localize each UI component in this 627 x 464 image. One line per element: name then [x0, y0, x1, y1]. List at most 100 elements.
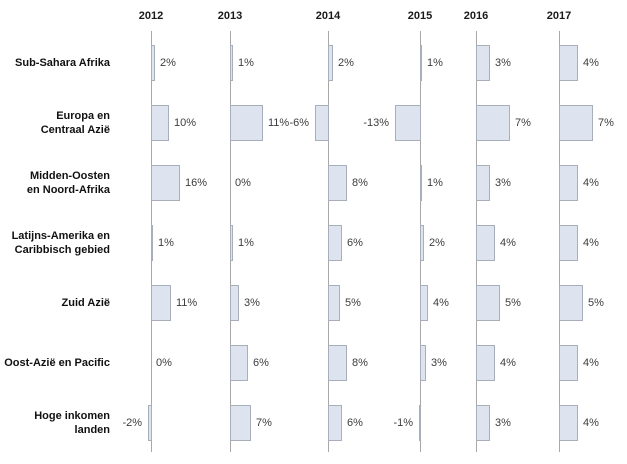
year-label: 2012: [138, 10, 164, 22]
bar: [559, 345, 578, 381]
bar: [420, 165, 422, 201]
year-label: 2013: [217, 10, 243, 22]
bar-value-label: -13%: [363, 117, 389, 129]
bar: [328, 165, 347, 201]
bar: [419, 405, 421, 441]
bar-value-label: 1%: [238, 237, 254, 249]
bar-value-label: 1%: [427, 177, 443, 189]
region-label-line: Oost-Azië en Pacific: [4, 357, 110, 369]
region-label-line: en Noord-Afrika: [26, 184, 110, 196]
bar: [476, 225, 495, 261]
bar: [420, 45, 422, 81]
bar: [328, 285, 340, 321]
bar: [148, 405, 152, 441]
region-label-line: Zuid Azië: [61, 297, 110, 309]
bar: [230, 345, 248, 381]
bar: [230, 285, 239, 321]
bar-value-label: -1%: [393, 417, 413, 429]
region-label-line: Europa en: [56, 110, 110, 122]
bar: [151, 45, 155, 81]
bar-value-label: 6%: [253, 357, 269, 369]
bar: [476, 405, 490, 441]
bar-value-label: 2%: [160, 57, 176, 69]
bar-value-label: 16%: [185, 177, 208, 189]
bar-value-label: 4%: [583, 57, 599, 69]
bar-value-label: 8%: [352, 357, 368, 369]
bar-value-label: 6%: [347, 237, 363, 249]
region-label-line: Centraal Azië: [40, 124, 110, 136]
bar-value-label: 3%: [431, 357, 447, 369]
bar: [476, 45, 490, 81]
bar: [151, 285, 171, 321]
region-label-line: Midden-Oosten: [29, 170, 110, 182]
region-label-line: Caribbisch gebied: [14, 244, 110, 256]
bar: [151, 105, 169, 141]
bar-value-label: 1%: [158, 237, 174, 249]
bar: [559, 105, 593, 141]
bar-value-label: 1%: [238, 57, 254, 69]
bar: [151, 225, 153, 261]
region-label: Oost-Azië en Pacific: [0, 333, 110, 393]
bar: [328, 345, 347, 381]
region-label-line: Sub-Sahara Afrika: [15, 57, 110, 69]
region-label: Midden-Oosten en Noord-Afrika: [0, 153, 110, 213]
bar-value-label: 3%: [495, 177, 511, 189]
bar: [328, 405, 342, 441]
bar: [420, 285, 428, 321]
region-label: Zuid Azië: [0, 273, 110, 333]
bar: [559, 285, 583, 321]
bar-value-label: 3%: [495, 57, 511, 69]
bar-value-label: 8%: [352, 177, 368, 189]
bar: [230, 405, 251, 441]
bar-value-label: 3%: [244, 297, 260, 309]
bar-value-label: 5%: [588, 297, 604, 309]
bar: [476, 345, 495, 381]
bar: [420, 345, 426, 381]
bar: [559, 165, 578, 201]
bar-value-label: 0%: [235, 177, 251, 189]
bar-value-label: 0%: [156, 357, 172, 369]
region-label: Sub-Sahara Afrika: [0, 33, 110, 93]
bar-value-label: 2%: [338, 57, 354, 69]
bar-value-label: 4%: [500, 237, 516, 249]
region-label: Latijns-Amerika en Caribbisch gebied: [0, 213, 110, 273]
bar-value-label: 3%: [495, 417, 511, 429]
region-label: Europa en Centraal Azië: [0, 93, 110, 153]
bar: [230, 105, 263, 141]
bar-value-label: 11%: [268, 117, 290, 129]
bar: [559, 45, 578, 81]
region-label-line: Hoge inkomen: [34, 410, 110, 422]
bar-value-label: 1%: [427, 57, 443, 69]
bar: [328, 225, 342, 261]
bar-value-label: 7%: [598, 117, 614, 129]
bar-value-label: 11%: [176, 297, 198, 309]
bar-value-label: 4%: [583, 177, 599, 189]
bar-value-label: 4%: [583, 357, 599, 369]
bar-value-label: 5%: [345, 297, 361, 309]
bar-value-label: 7%: [515, 117, 531, 129]
region-label-line: Latijns-Amerika en: [11, 230, 110, 242]
bar-value-label: 4%: [500, 357, 516, 369]
bar: [151, 165, 180, 201]
bar-value-label: 4%: [583, 237, 599, 249]
bar-value-label: 5%: [505, 297, 521, 309]
bar-value-label: -6%: [289, 117, 309, 129]
bar: [395, 105, 421, 141]
year-label: 2016: [463, 10, 489, 22]
year-label: 2017: [546, 10, 572, 22]
bar: [476, 105, 510, 141]
year-label: 2015: [407, 10, 433, 22]
bar: [230, 225, 233, 261]
bar: [476, 285, 500, 321]
year-label: 2014: [315, 10, 341, 22]
bar-value-label: 6%: [347, 417, 363, 429]
bar-value-label: 2%: [429, 237, 445, 249]
bar-value-label: 10%: [174, 117, 197, 129]
bar: [315, 105, 329, 141]
bar: [420, 225, 424, 261]
bar: [328, 45, 333, 81]
region-label: Hoge inkomen landen: [0, 393, 110, 453]
bar-value-label: 4%: [583, 417, 599, 429]
bar-value-label: -2%: [122, 417, 142, 429]
